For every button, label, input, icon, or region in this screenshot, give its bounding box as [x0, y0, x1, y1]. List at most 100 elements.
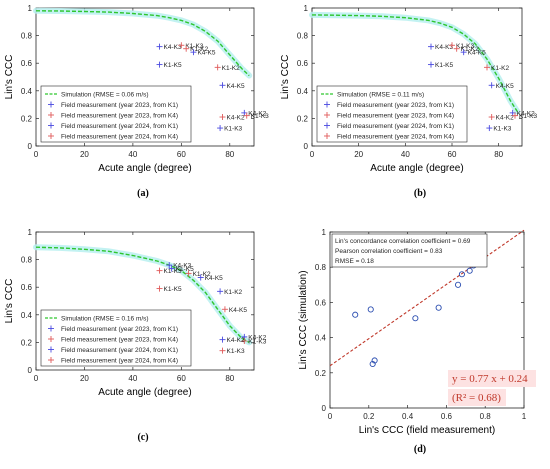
legend-box [316, 85, 468, 143]
field-point [219, 114, 226, 121]
point-label: K4-K3 [173, 263, 191, 270]
simulation-line [35, 10, 250, 77]
legend: Simulation (RMSE = 0.11 m/s) Field measur… [316, 85, 468, 143]
x-tick-label: 0 [34, 150, 39, 159]
x-tick-label: 60 [177, 374, 186, 383]
legend-entry: Field measurement (year 2024, from K4) [61, 358, 178, 365]
legend-entry: Field measurement (year 2024, from K1) [61, 123, 178, 130]
data-point [371, 357, 378, 364]
field-point [156, 43, 163, 50]
chart-panel-b: 0 20 40 60 80 0 0.2 0.4 0.6 0.8 1 Acute angle (degr… [280, 4, 537, 199]
x-tick-label: 40 [128, 374, 137, 383]
point-label: K4-K3 [164, 44, 182, 51]
data-point [412, 315, 419, 322]
x-tick-label: 20 [80, 374, 89, 383]
simulation-line [35, 246, 250, 344]
x-tick-label: 0.2 [363, 412, 375, 421]
y-axis-label: Lin's CCC [4, 55, 15, 100]
legend-entry: Simulation (RMSE = 0.11 m/s) [337, 92, 424, 99]
field-point [488, 114, 495, 121]
legend: Simulation (RMSE = 0.16 m/s) Field measur… [40, 309, 192, 367]
legend-marker [48, 346, 54, 353]
x-tick-label: 0.8 [480, 412, 492, 421]
legend-marker [48, 325, 54, 332]
x-tick-label: 0.4 [402, 412, 414, 421]
simulation-line [311, 14, 518, 112]
field-point [219, 336, 226, 343]
x-tick-label: 20 [354, 150, 363, 159]
x-tick-label: 1 [522, 412, 527, 421]
legend-entry: Field measurement (year 2024, from K1) [337, 123, 454, 130]
point-label: K4-K5 [468, 50, 486, 57]
x-axis-label: Acute angle (degree) [98, 163, 191, 174]
point-label: K1-K2 [224, 289, 242, 296]
y-tick-label: 0.4 [21, 87, 33, 96]
stats-box: Lin's concordance correlation coefficien… [331, 233, 488, 268]
x-tick-label: 80 [494, 150, 503, 159]
plot-frame [35, 231, 255, 371]
y-tick-label: 1 [322, 228, 327, 237]
point-label: K1-K3 [519, 113, 537, 120]
field-point [460, 49, 467, 56]
field-point [185, 270, 192, 277]
y-axis-label: Lin's CCC [280, 55, 291, 100]
field-point [486, 125, 493, 132]
stats-line: Pearson correlation coefficient = 0.83 [335, 248, 443, 255]
y-tick-label: 0.2 [297, 114, 309, 123]
data-point [458, 271, 465, 278]
equation-bg [448, 370, 536, 387]
legend-marker [324, 122, 330, 129]
y-tick-label: 0 [322, 404, 327, 413]
y-tick-label: 0.6 [297, 59, 309, 68]
legend-entry: Simulation (RMSE = 0.16 m/s) [61, 316, 149, 323]
field-point [453, 45, 460, 52]
x-tick-label: 0 [328, 412, 333, 421]
point-label: K1-K3 [185, 43, 203, 50]
field-point [241, 338, 248, 345]
equation-text: y = 0.77 x + 0.24 [452, 373, 528, 385]
legend-entry: Simulation (RMSE = 0.06 m/s) [61, 92, 149, 99]
y-tick-label: 0.6 [21, 283, 33, 292]
fit-equation: y = 0.77 x + 0.24 (R² = 0.68) [448, 370, 536, 406]
y-tick-label: 0.2 [21, 114, 33, 123]
field-point [488, 82, 495, 89]
legend-marker [48, 336, 54, 342]
field-point [219, 347, 226, 354]
panel-label: (c) [137, 432, 148, 443]
data-point [466, 267, 473, 274]
point-label: K4-K5 [227, 83, 245, 90]
fit-line [329, 229, 525, 367]
plot-frame [329, 231, 525, 409]
field-point [190, 49, 197, 56]
point-label: K1-K3 [493, 126, 511, 133]
field-point [197, 274, 204, 281]
point-label: K4-K5 [229, 307, 247, 314]
legend-marker [48, 112, 54, 118]
y-tick-label: 0.8 [21, 32, 33, 41]
legend-marker [48, 122, 54, 129]
field-point [449, 42, 455, 49]
field-point [214, 64, 221, 71]
x-tick-label: 80 [225, 374, 234, 383]
y-tick-label: 0.8 [315, 263, 327, 272]
stats-frame [331, 233, 488, 268]
x-tick-label: 40 [401, 150, 410, 159]
point-label: K4-K2 [227, 115, 245, 122]
x-tick-label: 40 [128, 150, 137, 159]
legend: Simulation (RMSE = 0.06 m/s) Field measur… [40, 85, 192, 143]
y-tick-label: 1 [28, 4, 33, 13]
field-point [217, 125, 224, 132]
y-tick-label: 0.4 [21, 311, 33, 320]
data-point [435, 304, 442, 311]
point-label: K4-K2 [496, 115, 514, 122]
plot-frame [35, 7, 255, 147]
y-tick-label: 0.4 [297, 87, 309, 96]
plot-frame [311, 7, 523, 147]
y-tick-label: 0.6 [315, 298, 327, 307]
field-point [217, 288, 224, 295]
field-point [156, 285, 163, 292]
point-label: K1-K2 [491, 65, 509, 72]
point-label: K4-K2 [517, 110, 535, 117]
point-label: K4-K5 [205, 275, 223, 282]
